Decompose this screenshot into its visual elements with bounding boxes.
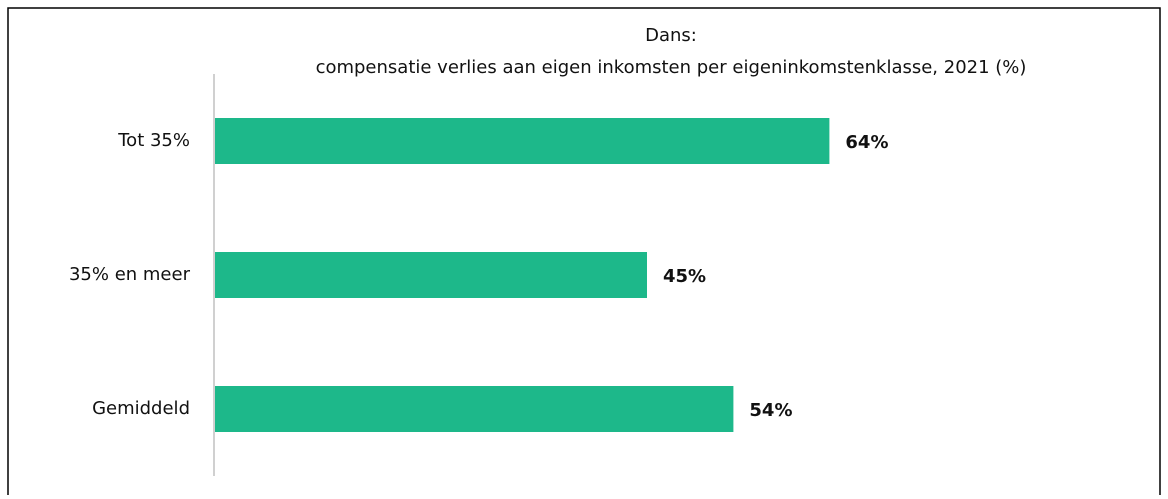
category-label: Tot 35% bbox=[117, 130, 190, 151]
bar bbox=[215, 118, 830, 164]
category-label: Gemiddeld bbox=[92, 398, 190, 419]
frame bbox=[7, 7, 1161, 499]
category-label: 35% en meer bbox=[69, 264, 191, 285]
bar bbox=[215, 252, 647, 298]
chart-subtitle: compensatie verlies aan eigen inkomsten … bbox=[316, 57, 1027, 78]
bar bbox=[215, 386, 734, 432]
value-label: 54% bbox=[749, 400, 792, 421]
chart-title: Dans: bbox=[645, 25, 697, 46]
value-label: 45% bbox=[663, 266, 706, 287]
value-label: 64% bbox=[845, 132, 888, 153]
